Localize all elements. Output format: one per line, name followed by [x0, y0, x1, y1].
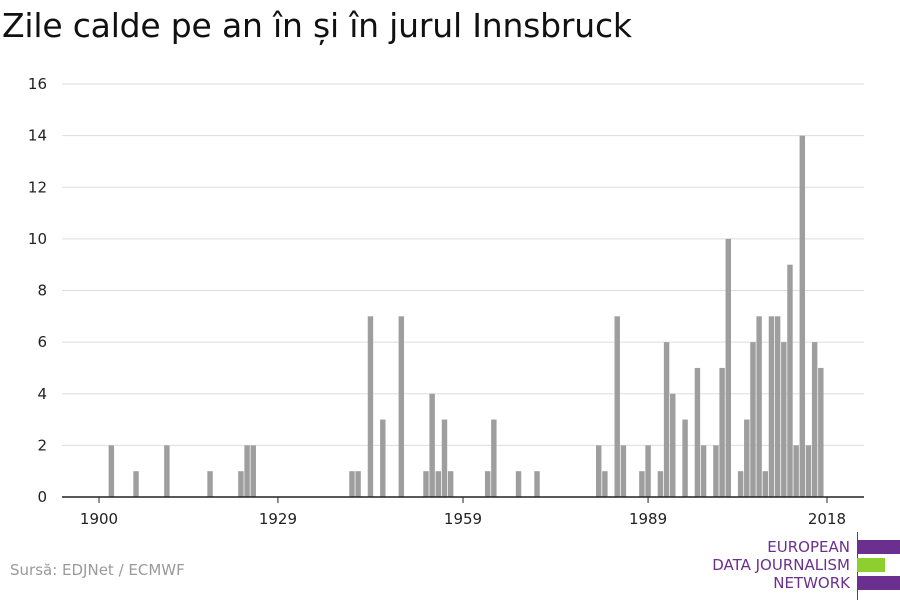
logo-line-1: EUROPEAN: [767, 538, 850, 556]
logo-bar-green: [857, 558, 885, 572]
y-tick-label: 4: [37, 385, 47, 403]
bar-2000[interactable]: [713, 445, 719, 497]
bar-1995[interactable]: [682, 419, 688, 497]
y-tick-label: 2: [37, 436, 47, 454]
bar-2002[interactable]: [725, 238, 731, 497]
bar-1968[interactable]: [515, 471, 522, 497]
y-tick-label: 12: [28, 178, 47, 196]
bar-1956[interactable]: [441, 419, 448, 497]
x-tick-label: 1900: [80, 510, 118, 528]
bar-1946[interactable]: [380, 419, 386, 497]
bar-2012[interactable]: [787, 264, 793, 497]
bar-1953[interactable]: [423, 471, 429, 497]
bar-2015[interactable]: [805, 445, 812, 497]
bar-2014[interactable]: [799, 135, 806, 497]
gridlines: [62, 83, 864, 446]
bar-1992[interactable]: [663, 342, 670, 497]
x-tick-label: 1959: [444, 510, 482, 528]
y-tick-label: 6: [37, 333, 47, 351]
bar-1964[interactable]: [491, 419, 497, 497]
bar-1989[interactable]: [645, 445, 651, 497]
bar-2004[interactable]: [737, 471, 744, 497]
bar-1998[interactable]: [700, 445, 707, 497]
bar-1911[interactable]: [164, 445, 170, 497]
bar-1971[interactable]: [534, 471, 540, 497]
bar-2010[interactable]: [774, 316, 781, 497]
bar-1944[interactable]: [367, 316, 374, 497]
bar-2011[interactable]: [781, 342, 787, 497]
source-note: Sursă: EDJNet / ECMWF: [10, 561, 185, 579]
bar-1902[interactable]: [108, 445, 115, 497]
bar-2016[interactable]: [811, 342, 818, 497]
bar-1957[interactable]: [447, 471, 454, 497]
bar-1918[interactable]: [207, 471, 213, 497]
logo-bar-purple-top: [857, 540, 900, 554]
y-tick-label: 10: [28, 230, 47, 248]
bar-1941[interactable]: [349, 471, 355, 497]
bar-1923[interactable]: [238, 471, 244, 497]
bar-1942[interactable]: [355, 471, 361, 497]
bar-1993[interactable]: [670, 393, 676, 497]
x-axis-ticks: 1900 1929 1959 1989 2018: [80, 497, 846, 528]
y-tick-label: 16: [28, 75, 47, 93]
bar-2006[interactable]: [750, 342, 756, 497]
bar-1963[interactable]: [484, 471, 491, 497]
y-axis-ticks: 0 2 4 6 8 10 12 14 16: [28, 75, 47, 506]
bar-1981[interactable]: [596, 445, 602, 497]
bar-2005[interactable]: [744, 419, 750, 497]
bar-1984[interactable]: [614, 316, 620, 497]
bar-2007[interactable]: [756, 316, 762, 497]
bar-1924[interactable]: [244, 445, 250, 497]
y-tick-label: 8: [37, 282, 47, 300]
bar-2009[interactable]: [768, 316, 775, 497]
logo-line-3: NETWORK: [773, 574, 850, 592]
chart-title: Zile calde pe an în și în jurul Innsbruc…: [2, 6, 632, 45]
y-tick-label: 14: [28, 127, 47, 145]
bar-1982[interactable]: [602, 471, 608, 497]
bars: [108, 135, 824, 497]
logo-line-2: DATA JOURNALISM: [712, 556, 850, 574]
bar-2001[interactable]: [719, 367, 725, 497]
logo-bar-purple-bottom: [857, 576, 900, 590]
bar-2017[interactable]: [818, 367, 824, 497]
bar-1991[interactable]: [657, 471, 664, 497]
bar-1949[interactable]: [398, 316, 405, 497]
logo-text: EUROPEAN DATA JOURNALISM NETWORK: [712, 538, 850, 592]
x-tick-label: 1989: [629, 510, 667, 528]
bar-1955[interactable]: [435, 471, 442, 497]
bar-2008[interactable]: [762, 471, 769, 497]
bar-1906[interactable]: [133, 471, 139, 497]
x-tick-label: 2018: [808, 510, 846, 528]
bar-1985[interactable]: [620, 445, 627, 497]
bar-1988[interactable]: [639, 471, 645, 497]
edjnet-logo[interactable]: EUROPEAN DATA JOURNALISM NETWORK: [700, 532, 900, 600]
bar-1997[interactable]: [694, 367, 701, 497]
x-tick-label: 1929: [259, 510, 297, 528]
bar-2013[interactable]: [793, 445, 799, 497]
y-tick-label: 0: [37, 488, 47, 506]
bar-1925[interactable]: [250, 445, 256, 497]
bar-1954[interactable]: [429, 393, 435, 497]
